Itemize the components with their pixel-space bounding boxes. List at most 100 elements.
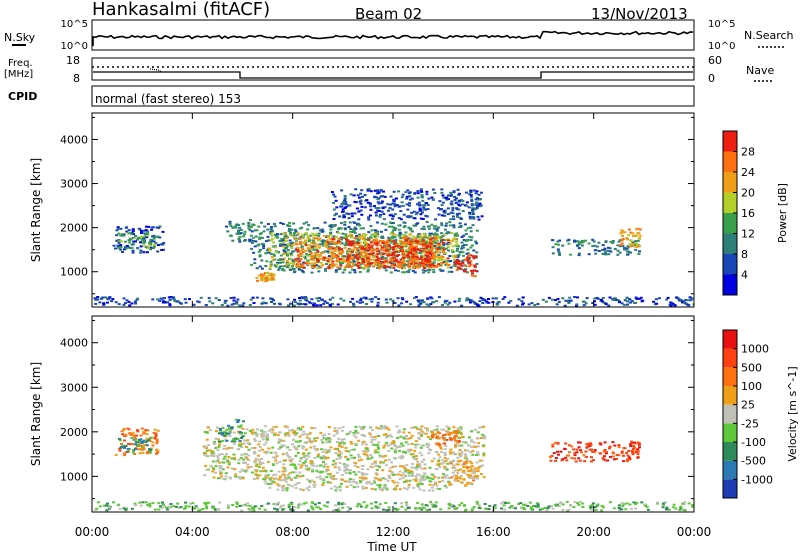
nsky-tick-high: 10^5	[61, 19, 88, 30]
y-tick-label: 2000	[60, 426, 88, 439]
data-region-12	[93, 296, 694, 307]
colorbar-bin	[723, 479, 737, 498]
colorbar-tick-label: 1000	[741, 343, 769, 356]
nave-tick-high: 60	[708, 54, 722, 67]
nave-label: Nave	[746, 64, 774, 77]
colorbar-bin	[723, 233, 737, 254]
nsearch-label: N.Search	[744, 29, 794, 42]
colorbar-tick-label: -100	[741, 436, 766, 449]
colorbar-bin	[723, 254, 737, 275]
colorbar-tick-label: -500	[741, 455, 766, 468]
x-axis-label: Time UT	[366, 540, 417, 554]
freq-label-2: [MHz]	[4, 69, 33, 80]
y-tick-label: 4000	[60, 133, 88, 146]
colorbar-tick-label: -1000	[741, 473, 773, 486]
station-title: Hankasalmi (fitACF)	[92, 0, 270, 20]
freq-blip	[149, 68, 163, 73]
colorbar-bin	[723, 367, 737, 386]
freq-tick-low: 8	[73, 72, 80, 85]
colorbar-bin	[723, 442, 737, 461]
x-tick-label: 12:00	[376, 525, 411, 539]
colorbar-tick-label: 25	[741, 399, 755, 412]
freq-tick-high: 18	[66, 54, 80, 67]
data-region-7	[217, 418, 245, 443]
colorbar-bin	[723, 131, 737, 152]
data-region-9	[330, 188, 484, 221]
data-region-4	[448, 459, 481, 487]
y-tick-label: 3000	[60, 381, 88, 394]
x-tick-label: 08:00	[275, 525, 310, 539]
colorbar-tick-label: 16	[741, 207, 755, 220]
colorbar-bin	[723, 274, 737, 295]
x-tick-label: 16:00	[476, 525, 511, 539]
nsky-tick-low: 10^0	[61, 41, 88, 52]
time-axis-labels: 00:00 04:00 08:00 12:00 16:00 20:00 00:00	[75, 525, 712, 539]
colorbar: 4 8 12 16 20 24 28 Power [dB]	[722, 130, 789, 296]
data-region-8	[94, 500, 694, 512]
cpid-panel	[91, 85, 695, 107]
x-tick-label: 00:00	[75, 525, 110, 539]
colorbar-bin	[723, 460, 737, 480]
nave-tick-low: 0	[708, 72, 715, 85]
y-tick-label: 1000	[60, 266, 88, 279]
colorbar-bin	[723, 330, 737, 349]
cpid-label: CPID	[8, 90, 37, 103]
colorbar-label: Velocity [m s^-1]	[786, 366, 799, 461]
colorbar-bin	[723, 213, 737, 234]
colorbar-label: Power [dB]	[776, 183, 789, 243]
colorbar-tick-label: 12	[741, 228, 755, 241]
colorbar-tick-label: 20	[741, 187, 755, 200]
colorbar-bin	[723, 151, 737, 172]
nsky-label: N.Sky	[4, 31, 36, 44]
date-title: 13/Nov/2013	[591, 5, 688, 23]
data-region-6	[548, 440, 641, 463]
y-axis-label: Slant Range [km]	[29, 362, 43, 466]
x-tick-label: 04:00	[175, 525, 210, 539]
data-region-1	[118, 436, 153, 454]
nsearch-tick-high: 10^5	[708, 19, 735, 30]
data-region-6	[345, 238, 433, 267]
nsky-trace	[92, 30, 694, 46]
colorbar-tick-label: 100	[741, 380, 762, 393]
colorbar-bin	[723, 348, 737, 368]
data-region-10	[550, 238, 641, 257]
y-tick-label: 1000	[60, 470, 88, 483]
x-tick-label: 00:00	[677, 525, 712, 539]
power-panel: 1000 2000 3000 4000 Slant Range [km] 4 8 12 16 20…	[29, 112, 789, 308]
colorbar-tick-label: 4	[741, 269, 748, 282]
colorbar-tick-label: 28	[741, 146, 755, 159]
data-region-2	[202, 425, 487, 481]
colorbar-tick-label: 500	[741, 361, 762, 374]
y-tick-label: 3000	[60, 178, 88, 191]
colorbar-tick-label: -25	[741, 417, 759, 430]
data-region-11	[619, 227, 642, 248]
data-region-1	[116, 232, 159, 250]
data-region-8	[255, 271, 276, 283]
colorbar: 1000 500 100 25 -25 -100 -500 -1000 Velocity [m …	[722, 329, 799, 499]
colorbar-bin	[723, 172, 737, 193]
nsearch-tick-low: 10^0	[708, 41, 735, 52]
colorbar-bin	[723, 404, 737, 424]
y-tick-label: 2000	[60, 222, 88, 235]
colorbar-tick-label: 24	[741, 166, 755, 179]
nsky-panel	[91, 19, 695, 51]
y-axis-label: Slant Range [km]	[29, 158, 43, 262]
data-region-3	[263, 476, 451, 492]
colorbar-bin	[723, 192, 737, 213]
data-region-2	[225, 219, 258, 243]
y-tick-label: 4000	[60, 337, 88, 350]
data-region-5	[430, 430, 461, 448]
x-tick-label: 20:00	[576, 525, 611, 539]
freq-panel	[91, 57, 695, 81]
data-region-5	[292, 236, 451, 270]
colorbar-bin	[723, 386, 737, 405]
colorbar-tick-label: 8	[741, 248, 748, 261]
colorbar-bin	[723, 423, 737, 442]
freq-label-1: Freq.	[8, 58, 33, 69]
data-region-7	[454, 254, 478, 278]
freq-trace	[93, 71, 693, 79]
data-region-0	[112, 225, 166, 254]
cpid-text: normal (fast stereo) 153	[95, 92, 241, 106]
